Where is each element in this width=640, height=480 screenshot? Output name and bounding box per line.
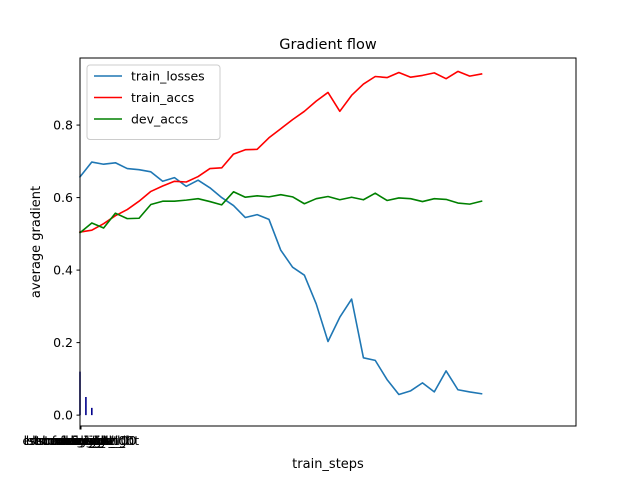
y-axis-ticks: 0.0 0.2 0.4 0.6 0.8 <box>53 118 80 423</box>
axes-frame <box>79 57 577 427</box>
x-tick-label: fc.weight <box>52 433 109 448</box>
x-axis-label: train_steps <box>292 457 364 472</box>
y-tick-label: 0.0 <box>53 408 73 423</box>
series-line-dev-accs <box>78 190 483 234</box>
x-tick-label: lstm.bias_hh_l0 <box>32 433 128 448</box>
legend: train_losses train_accs dev_accs <box>86 64 221 140</box>
x-tick-label: fc.bias <box>60 433 101 448</box>
x-tick-label: lstm.bias_ih_l0 <box>34 433 126 448</box>
x-tick-label: conv.bias <box>51 433 109 448</box>
x-axis-ticks: lstm.weight_ih_l0lstm.weight_hh_l0lstm.b… <box>22 426 139 448</box>
y-tick-label: 0.8 <box>53 118 73 133</box>
series-lines <box>78 70 483 396</box>
legend-label: dev_accs <box>131 112 188 127</box>
x-tick-label: out.bias <box>56 433 106 448</box>
x-tick-label: out.weight <box>48 433 115 448</box>
gradient-bar <box>91 407 93 416</box>
y-tick-label: 0.6 <box>53 190 73 205</box>
gradient-bar <box>85 396 87 416</box>
y-axis-label: average gradient <box>29 186 44 298</box>
legend-label: train_accs <box>131 90 194 105</box>
x-tick-label: lstm.weight_ih_l0 <box>26 433 135 448</box>
x-tick-label: lstm.weight_hh_l0 <box>24 433 137 448</box>
series-line-train-losses <box>78 161 483 396</box>
legend-box <box>86 64 221 140</box>
legend-label: train_losses <box>131 69 205 84</box>
y-tick-label: 0.2 <box>53 335 73 350</box>
y-tick-label: 0.4 <box>53 263 73 278</box>
x-tick-label: conv.weight <box>43 433 118 448</box>
x-tick-label: embedding.weight <box>22 433 139 448</box>
series-line-train-accs <box>79 70 483 233</box>
chart-title: Gradient flow <box>279 37 377 53</box>
